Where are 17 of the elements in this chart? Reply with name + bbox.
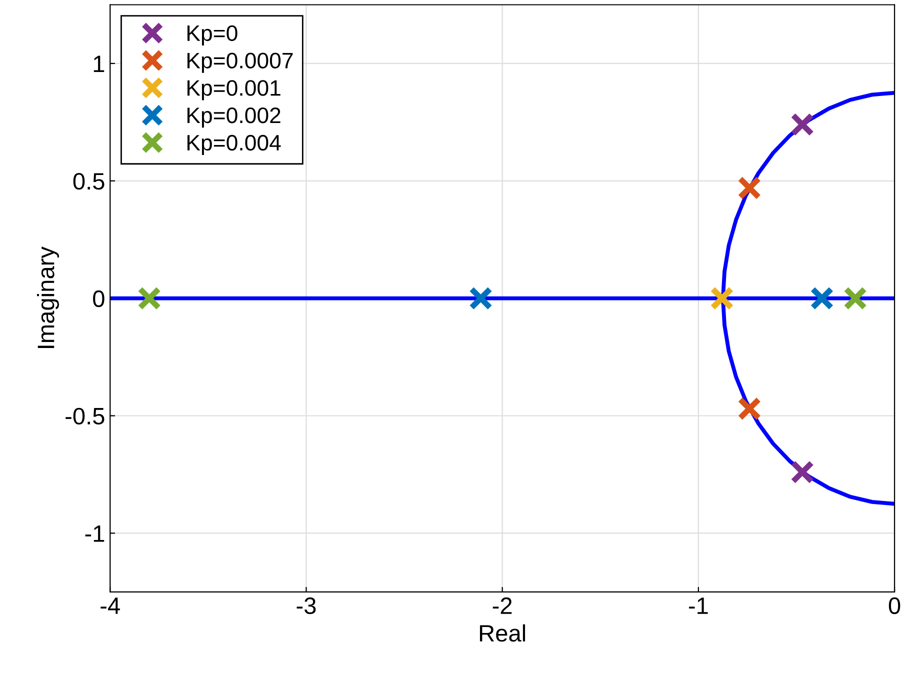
legend-label: Kp=0.004 — [187, 134, 281, 155]
x-tick-label: -2 — [492, 597, 512, 614]
x-tick-label: 0 — [888, 597, 900, 614]
x-tick-label: -3 — [296, 597, 316, 614]
x-tick-label: -4 — [100, 598, 120, 614]
legend-label: Kp=0.002 — [187, 107, 280, 128]
y-tick-label: 1 — [94, 56, 104, 72]
x-tick-label: -1 — [688, 598, 708, 614]
legend-label: Kp=0.001 — [187, 80, 280, 100]
legend-label: Kp=0 — [187, 25, 238, 46]
legend-label: Kp=0.0007 — [187, 52, 293, 73]
x-axis-title: Real — [480, 624, 526, 642]
y-axis-title: Imaginary — [37, 246, 60, 348]
y-tick-label: 0.5 — [73, 172, 104, 190]
y-tick-label: 0 — [93, 290, 104, 308]
y-tick-label: -0.5 — [66, 408, 104, 425]
y-tick-label: -1 — [85, 525, 104, 542]
